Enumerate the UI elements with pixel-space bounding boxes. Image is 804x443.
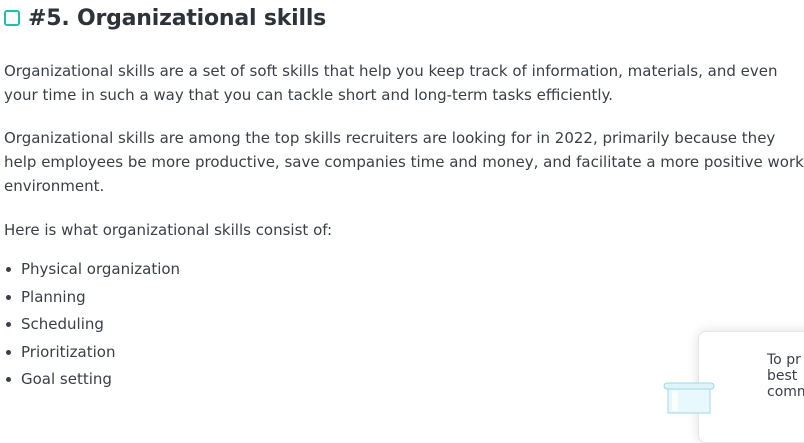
list-item: Goal setting [4, 367, 180, 395]
checkbox-square-icon [4, 10, 20, 26]
list-item-label: Physical organization [21, 260, 181, 278]
bullet-icon [6, 294, 11, 300]
list-item: Physical organization [4, 257, 180, 285]
cookie-jar-icon [663, 382, 715, 414]
paragraph-list-intro: Here is what organizational skills consi… [4, 221, 333, 239]
bullet-icon [6, 349, 11, 355]
popup-line: To pr [767, 352, 801, 368]
section-title: #5. Organizational skills [28, 5, 327, 31]
paragraph-definition: Organizational skills are a set of soft … [4, 62, 778, 104]
list-item-label: Goal setting [21, 370, 112, 389]
bullet-icon [6, 377, 11, 383]
skills-list: Physical organization Planning Schedulin… [4, 257, 180, 395]
popup-message: To pr best comm [767, 352, 804, 400]
paragraph-importance: Organizational skills are among the top … [4, 129, 804, 195]
list-item: Prioritization [4, 340, 180, 368]
list-item-label: Prioritization [21, 342, 116, 361]
popup-line: best [767, 368, 798, 384]
section-heading: #5. Organizational skills [4, 4, 326, 32]
list-item-label: Planning [21, 287, 86, 306]
list-item: Scheduling [4, 312, 180, 340]
list-item: Planning [4, 285, 180, 313]
popup-line: comm [767, 384, 804, 400]
bullet-icon [6, 267, 11, 272]
list-item-label: Scheduling [21, 315, 104, 334]
bullet-icon [6, 322, 11, 328]
